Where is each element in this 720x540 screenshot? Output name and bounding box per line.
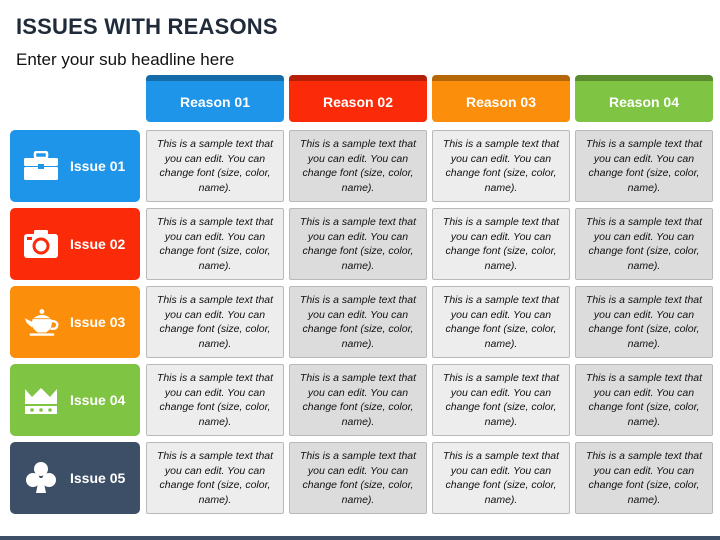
issue-label: Issue 01 bbox=[70, 158, 126, 174]
issue-label: Issue 02 bbox=[70, 236, 126, 252]
reason-header-label: Reason 04 bbox=[608, 94, 680, 110]
issue-1: Issue 01 bbox=[10, 130, 140, 202]
issue-label: Issue 05 bbox=[70, 470, 126, 486]
cell-issue2-reason4: This is a sample text that you can edit.… bbox=[575, 208, 713, 280]
briefcase-icon bbox=[22, 147, 60, 185]
cell-issue4-reason4: This is a sample text that you can edit.… bbox=[575, 364, 713, 436]
cell-issue3-reason2: This is a sample text that you can edit.… bbox=[289, 286, 427, 358]
teapot-icon bbox=[22, 303, 60, 341]
reason-header-4: Reason 04 bbox=[575, 75, 713, 122]
cell-issue3-reason3: This is a sample text that you can edit.… bbox=[432, 286, 570, 358]
crown-icon bbox=[22, 381, 60, 419]
issue-5: Issue 05 bbox=[10, 442, 140, 514]
cell-issue5-reason1: This is a sample text that you can edit.… bbox=[146, 442, 284, 514]
bottom-divider bbox=[0, 536, 720, 540]
reason-header-label: Reason 01 bbox=[179, 94, 251, 110]
cell-issue1-reason4: This is a sample text that you can edit.… bbox=[575, 130, 713, 202]
cell-issue1-reason2: This is a sample text that you can edit.… bbox=[289, 130, 427, 202]
issue-label: Issue 04 bbox=[70, 392, 126, 408]
reason-header-1: Reason 01 bbox=[146, 75, 284, 122]
reason-header-2: Reason 02 bbox=[289, 75, 427, 122]
cell-issue5-reason2: This is a sample text that you can edit.… bbox=[289, 442, 427, 514]
issue-2: Issue 02 bbox=[10, 208, 140, 280]
cell-issue3-reason1: This is a sample text that you can edit.… bbox=[146, 286, 284, 358]
reason-header-label: Reason 02 bbox=[322, 94, 394, 110]
issue-label: Issue 03 bbox=[70, 314, 126, 330]
cell-issue2-reason1: This is a sample text that you can edit.… bbox=[146, 208, 284, 280]
cell-issue2-reason2: This is a sample text that you can edit.… bbox=[289, 208, 427, 280]
cell-issue1-reason3: This is a sample text that you can edit.… bbox=[432, 130, 570, 202]
cell-issue4-reason2: This is a sample text that you can edit.… bbox=[289, 364, 427, 436]
cell-issue5-reason3: This is a sample text that you can edit.… bbox=[432, 442, 570, 514]
cell-issue4-reason1: This is a sample text that you can edit.… bbox=[146, 364, 284, 436]
reason-header-3: Reason 03 bbox=[432, 75, 570, 122]
cell-issue3-reason4: This is a sample text that you can edit.… bbox=[575, 286, 713, 358]
cell-issue5-reason4: This is a sample text that you can edit.… bbox=[575, 442, 713, 514]
page-title: ISSUES WITH REASONS bbox=[16, 14, 278, 39]
issue-3: Issue 03 bbox=[10, 286, 140, 358]
page-subtitle: Enter your sub headline here bbox=[16, 50, 235, 69]
cell-issue1-reason1: This is a sample text that you can edit.… bbox=[146, 130, 284, 202]
reason-header-label: Reason 03 bbox=[465, 94, 537, 110]
cell-issue4-reason3: This is a sample text that you can edit.… bbox=[432, 364, 570, 436]
issue-4: Issue 04 bbox=[10, 364, 140, 436]
camera-icon bbox=[22, 225, 60, 263]
club-icon bbox=[22, 459, 60, 497]
cell-issue2-reason3: This is a sample text that you can edit.… bbox=[432, 208, 570, 280]
